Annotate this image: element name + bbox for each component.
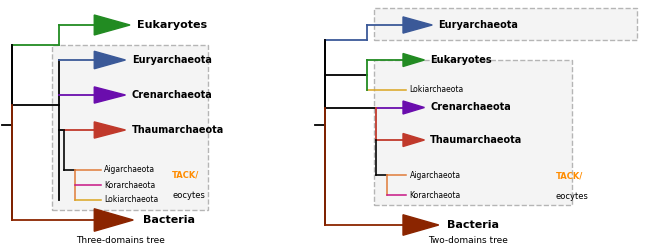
Text: eocytes: eocytes bbox=[172, 190, 205, 200]
Text: Euryarchaeota: Euryarchaeota bbox=[438, 20, 518, 30]
Polygon shape bbox=[94, 15, 130, 35]
Text: Crenarchaeota: Crenarchaeota bbox=[132, 90, 213, 100]
Polygon shape bbox=[403, 134, 424, 146]
FancyBboxPatch shape bbox=[52, 45, 208, 210]
Text: Aigarchaeota: Aigarchaeota bbox=[410, 170, 461, 179]
Text: TACK/: TACK/ bbox=[556, 172, 583, 181]
Polygon shape bbox=[94, 87, 125, 103]
Polygon shape bbox=[94, 209, 133, 231]
Text: TACK/: TACK/ bbox=[172, 170, 200, 179]
Text: Bacteria: Bacteria bbox=[447, 220, 499, 230]
Text: Aigarchaeota: Aigarchaeota bbox=[104, 166, 155, 174]
Text: Euryarchaeota: Euryarchaeota bbox=[132, 55, 212, 65]
Text: Korarchaeota: Korarchaeota bbox=[104, 180, 155, 190]
Text: Bacteria: Bacteria bbox=[143, 215, 195, 225]
Text: Eukaryotes: Eukaryotes bbox=[430, 55, 492, 65]
Text: Lokiarchaeota: Lokiarchaeota bbox=[104, 196, 158, 204]
Polygon shape bbox=[94, 122, 125, 138]
Text: Crenarchaeota: Crenarchaeota bbox=[430, 102, 511, 113]
Polygon shape bbox=[403, 101, 424, 114]
FancyBboxPatch shape bbox=[374, 60, 572, 205]
FancyBboxPatch shape bbox=[374, 8, 637, 40]
Text: Thaumarchaeota: Thaumarchaeota bbox=[430, 135, 523, 145]
Text: Korarchaeota: Korarchaeota bbox=[410, 190, 461, 200]
Text: eocytes: eocytes bbox=[556, 192, 589, 201]
Text: Eukaryotes: Eukaryotes bbox=[136, 20, 207, 30]
Text: Three-domains tree: Three-domains tree bbox=[76, 236, 164, 245]
Text: Two-domains tree: Two-domains tree bbox=[428, 236, 508, 245]
Text: Thaumarchaeota: Thaumarchaeota bbox=[132, 125, 224, 135]
Text: Lokiarchaeota: Lokiarchaeota bbox=[410, 86, 463, 94]
Polygon shape bbox=[403, 54, 424, 66]
Polygon shape bbox=[403, 17, 432, 33]
Polygon shape bbox=[94, 51, 125, 69]
Polygon shape bbox=[403, 215, 439, 235]
